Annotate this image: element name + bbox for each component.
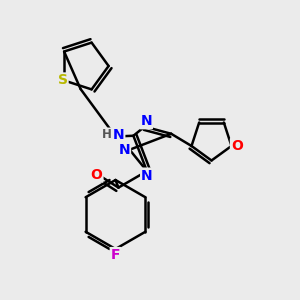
Text: H: H xyxy=(102,128,111,142)
Text: N: N xyxy=(140,114,152,128)
Text: O: O xyxy=(231,139,243,153)
Text: F: F xyxy=(111,248,120,262)
Text: S: S xyxy=(58,74,68,88)
Text: N: N xyxy=(141,169,153,183)
Text: N: N xyxy=(113,128,124,142)
Text: N: N xyxy=(118,143,130,157)
Text: O: O xyxy=(91,168,103,182)
